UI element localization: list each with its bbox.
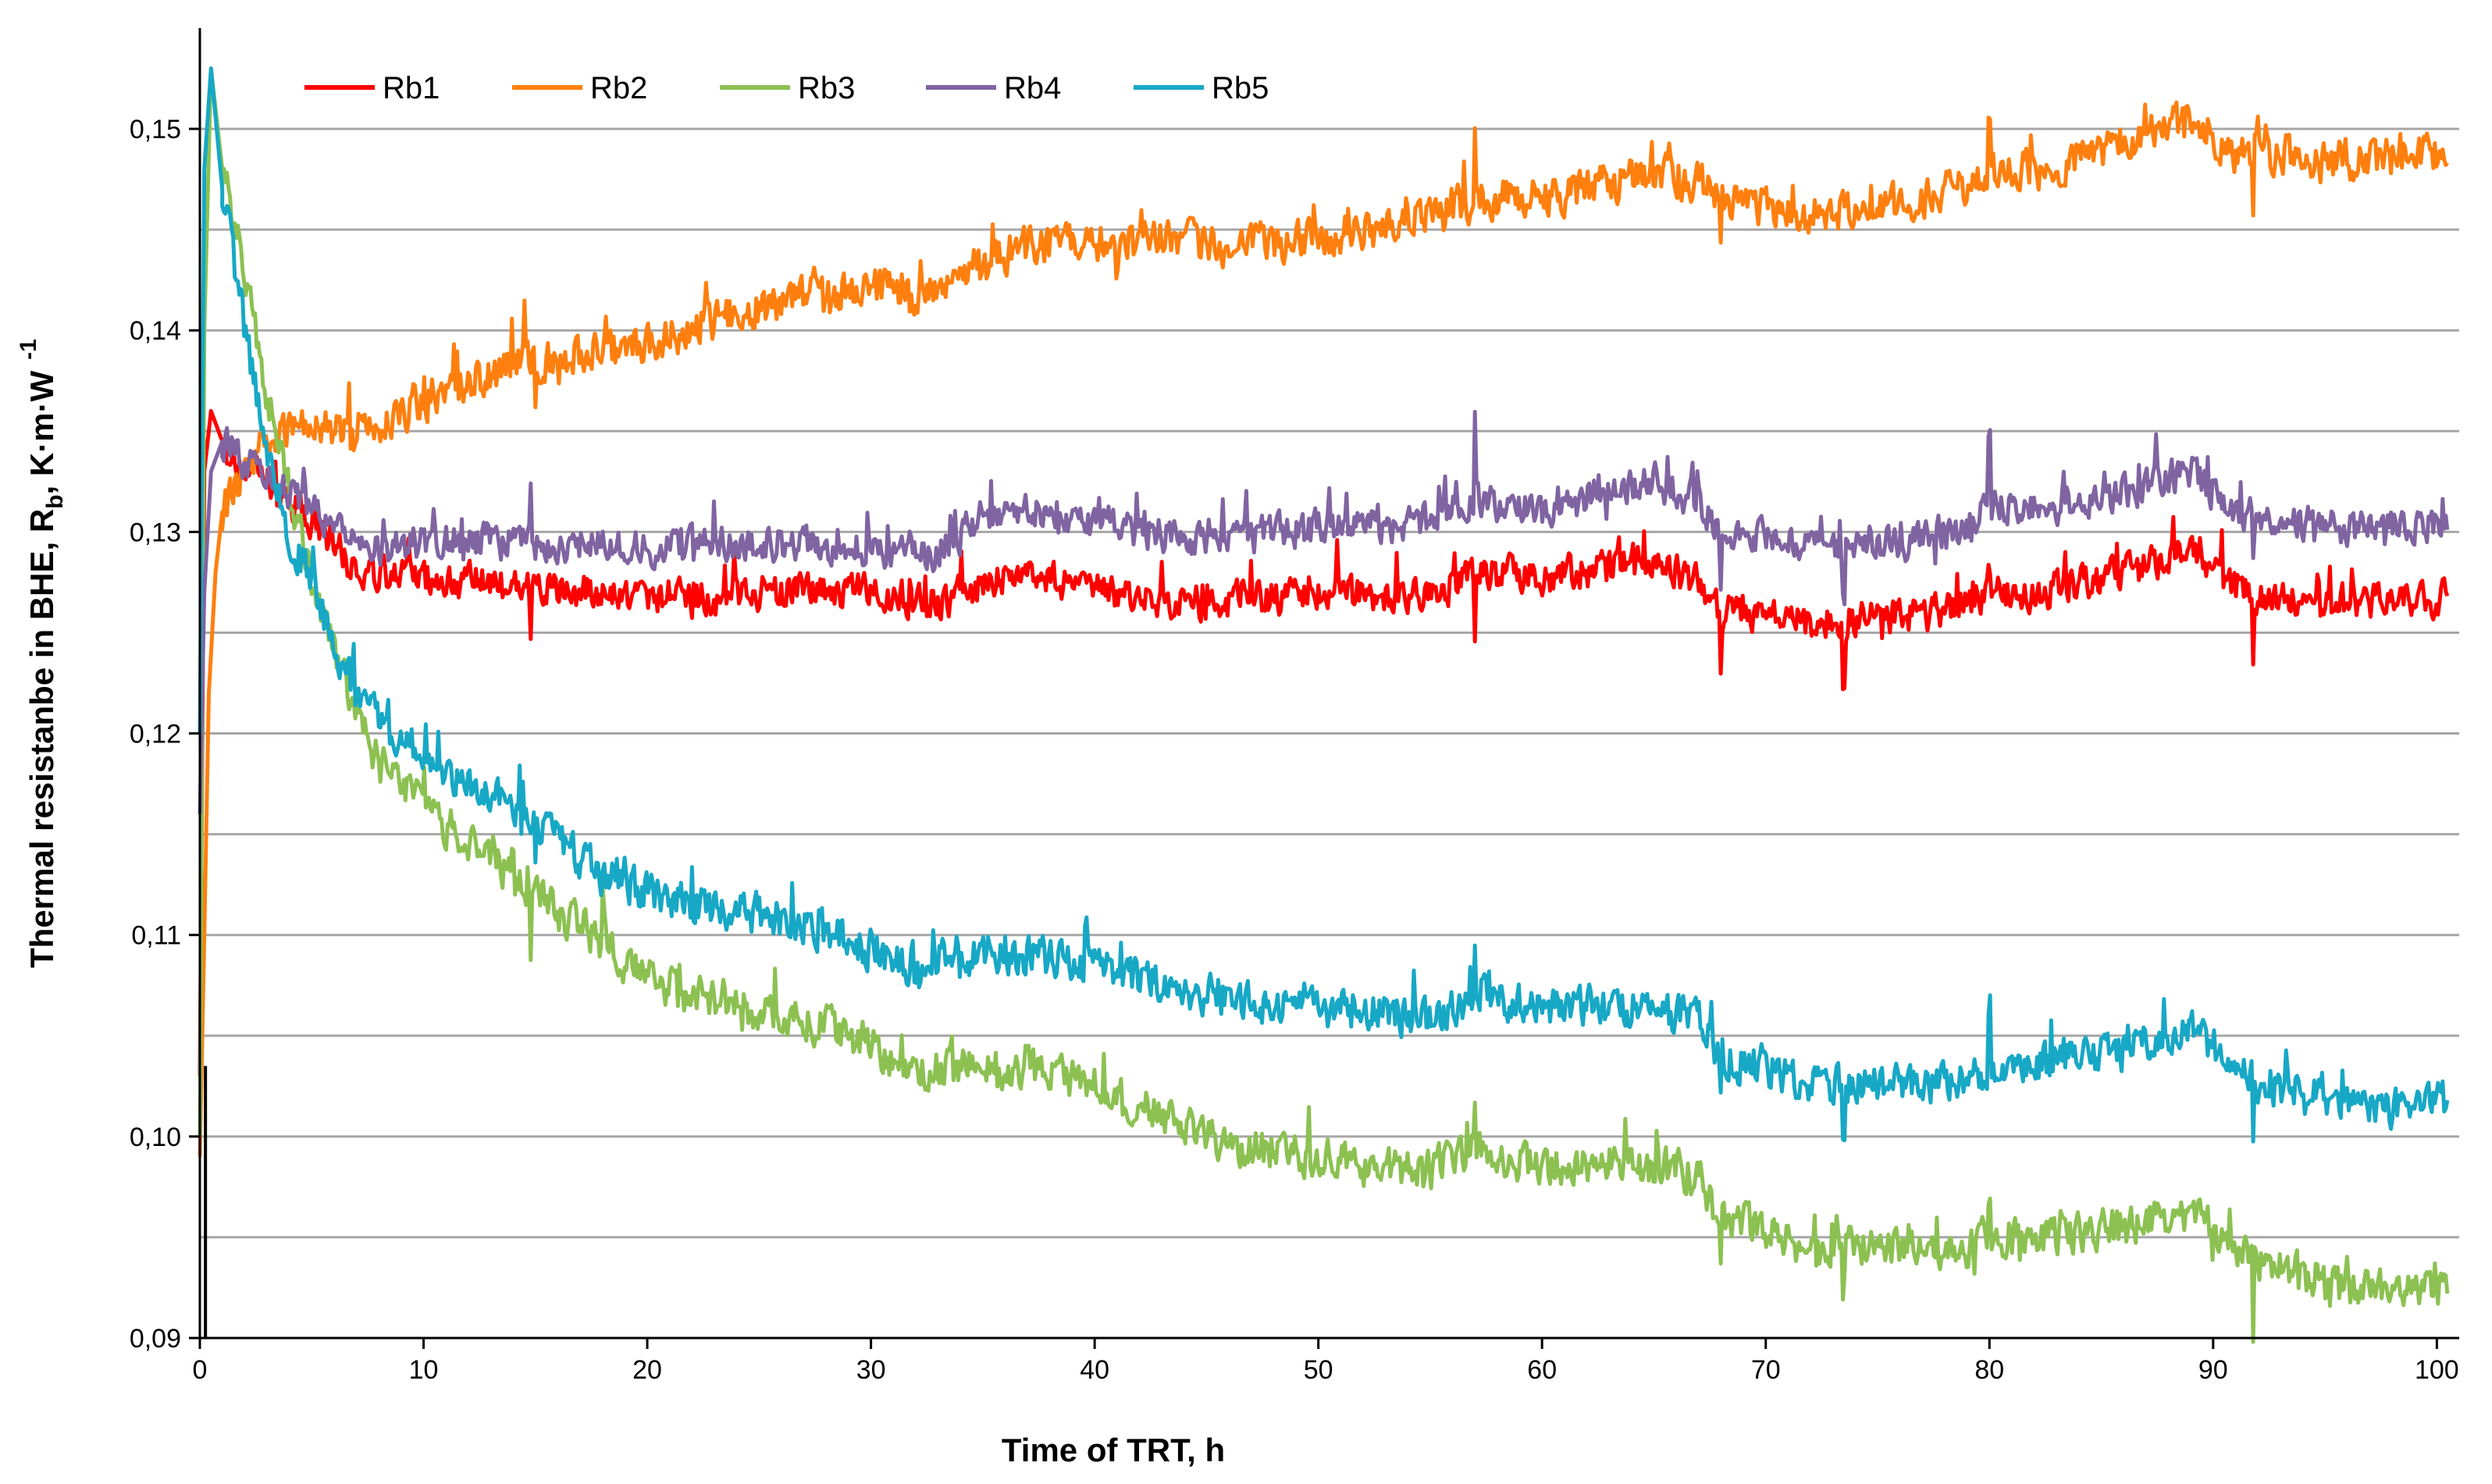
y-axis-title-subscript: b	[42, 495, 68, 509]
x-tick-label-10: 100	[2415, 1355, 2459, 1385]
legend-label-Rb5: Rb5	[1212, 71, 1269, 105]
y-tick-label-3: 0,12	[130, 720, 181, 749]
y-tick-label-6: 0,15	[130, 115, 181, 144]
y-axis-title: Thermal resistanbe in BHE, Rb, K·m·W -1	[16, 339, 68, 968]
x-tick-label-0: 0	[193, 1355, 208, 1385]
x-axis-title: Time of TRT, h	[1002, 1432, 1225, 1468]
legend-label-Rb4: Rb4	[1004, 71, 1061, 105]
series-line-Rb5	[198, 66, 2450, 1144]
series-line-Rb3	[198, 66, 2450, 1344]
x-tick-label-4: 40	[1080, 1355, 1109, 1385]
gridlines	[200, 127, 2459, 1239]
legend: Rb1 Rb2 Rb3 Rb4 Rb5	[304, 71, 1269, 105]
x-tick-label-9: 90	[2198, 1355, 2228, 1385]
x-tick-label-8: 80	[1974, 1355, 2004, 1385]
y-tick-label-1: 0,10	[130, 1123, 181, 1152]
y-tick-label-4: 0,13	[130, 518, 181, 547]
legend-label-Rb2: Rb2	[590, 71, 647, 105]
y-tick-label-5: 0,14	[130, 316, 181, 346]
y-tick-label-0: 0,09	[130, 1324, 181, 1354]
x-tick-label-2: 20	[632, 1355, 662, 1385]
series-line-Rb2	[198, 100, 2449, 1157]
y-axis-title-superscript: -1	[16, 339, 41, 360]
x-tick-label-7: 70	[1751, 1355, 1781, 1385]
series-line-Rb4	[198, 410, 2450, 814]
x-tick-label-6: 60	[1527, 1355, 1557, 1385]
legend-label-Rb1: Rb1	[383, 71, 440, 105]
x-tick-label-5: 50	[1304, 1355, 1333, 1385]
y-tick-label-2: 0,11	[131, 921, 181, 951]
x-tick-label-3: 30	[856, 1355, 886, 1385]
series-lines	[198, 66, 2450, 1344]
x-tick-label-1: 10	[409, 1355, 439, 1385]
axes: 0,09 0,10 0,11 0,12 0,13 0,14 0,15 0 10 20 30 40 50 6…	[130, 28, 2459, 1385]
y-axis-title-main: Thermal resistanbe in BHE, R	[23, 509, 60, 968]
series-line-Rb1	[198, 409, 2450, 1077]
y-axis-title-unit: , K·m·W	[23, 371, 60, 495]
legend-label-Rb3: Rb3	[798, 71, 855, 105]
